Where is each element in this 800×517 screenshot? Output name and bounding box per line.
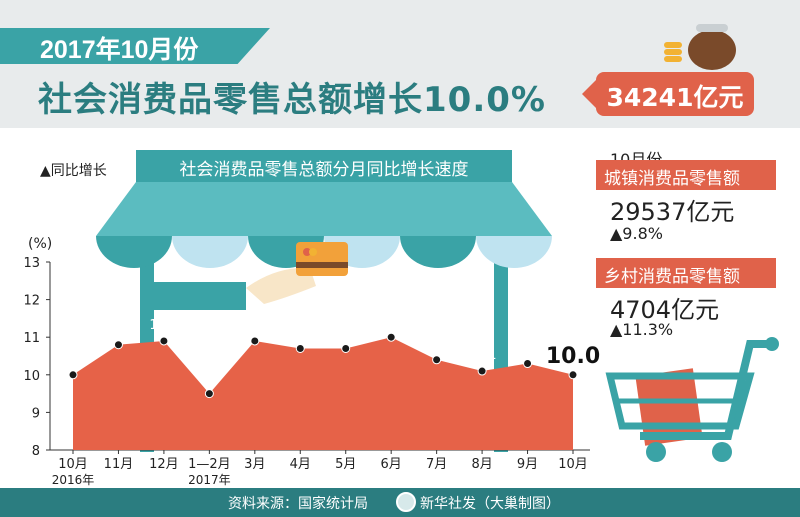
rural-sales-tag: 乡村消费品零售额 <box>596 258 776 288</box>
total-badge: 34241亿元 <box>582 72 754 116</box>
xinhua-logo-icon <box>396 492 416 512</box>
chart-title: 社会消费品零售总额分月同比增长速度 <box>179 160 469 180</box>
x-tick-label: 8月 <box>471 457 492 472</box>
y-tick-label: 8 <box>32 444 40 459</box>
hand-icon <box>246 267 316 304</box>
awning-scallop-2 <box>172 236 248 268</box>
footer: 资料来源：国家统计局 新华社发（大巢制图） <box>0 488 800 517</box>
awning-scallop-5 <box>400 236 476 268</box>
area-series <box>73 337 573 450</box>
data-point <box>523 359 533 369</box>
total-value: 34241亿元 <box>606 83 744 112</box>
x-tick-label: 3月 <box>244 457 265 472</box>
data-point <box>113 340 123 350</box>
data-label: 10.0 <box>59 352 88 367</box>
x-tick-label: 5月 <box>335 457 356 472</box>
x-tick-sublabel: 2016年 <box>52 473 95 487</box>
y-tick-label: 12 <box>23 294 40 309</box>
awning-roof <box>96 182 552 236</box>
data-label: 10.8 <box>104 322 133 337</box>
footer-credit: 新华社发（大巢制图） <box>420 496 560 512</box>
data-point <box>568 370 578 380</box>
data-point <box>68 370 78 380</box>
rural-sales-label: 乡村消费品零售额 <box>604 267 740 287</box>
data-point <box>204 389 214 399</box>
data-label: 10.4 <box>422 337 451 352</box>
shop-counter <box>154 282 246 310</box>
data-label: 9.5 <box>199 371 220 386</box>
chart-title-bar: 社会消费品零售总额分月同比增长速度 <box>136 150 512 182</box>
y-tick-label: 9 <box>32 406 40 421</box>
y-tick-label: 10 <box>23 369 40 384</box>
data-point <box>250 336 260 346</box>
data-label: 10.0 <box>546 344 600 369</box>
data-label: 10.7 <box>286 325 315 340</box>
rural-sales-growth: ▲11.3% <box>610 320 674 339</box>
data-label: 10.1 <box>468 348 497 363</box>
data-label: 10.9 <box>149 318 178 333</box>
data-label: 10.3 <box>513 341 542 356</box>
data-point <box>386 332 396 342</box>
main-title: 社会消费品零售总额增长10.0% <box>38 80 546 120</box>
x-tick-label: 10月 <box>58 457 88 472</box>
data-point <box>432 355 442 365</box>
subtitle-ribbon <box>0 28 270 64</box>
urban-sales-value: 29537亿元 <box>610 198 735 226</box>
y-tick-label: 11 <box>23 331 40 346</box>
growth-legend-label: ▲同比增长 <box>40 163 107 179</box>
data-point <box>159 336 169 346</box>
data-label: 10.7 <box>331 325 360 340</box>
subtitle: 2017年10月份 <box>40 36 199 64</box>
x-tick-label: 7月 <box>426 457 447 472</box>
data-point <box>477 366 487 376</box>
footer-source: 资料来源：国家统计局 <box>228 496 368 512</box>
x-tick-label: 11月 <box>104 457 134 472</box>
data-point <box>341 343 351 353</box>
data-point <box>295 343 305 353</box>
x-tick-label: 10月 <box>558 457 588 472</box>
awning-scallop-1 <box>96 236 172 268</box>
x-tick-label: 6月 <box>381 457 402 472</box>
urban-sales-tag: 城镇消费品零售额 <box>596 160 776 190</box>
x-tick-label: 9月 <box>517 457 538 472</box>
data-label: 11.0 <box>377 314 406 329</box>
x-tick-label: 4月 <box>290 457 311 472</box>
purse-icon <box>664 24 736 70</box>
rural-sales-value: 4704亿元 <box>610 296 720 324</box>
awning-scallop-6 <box>476 236 552 268</box>
urban-sales-growth: ▲9.8% <box>610 224 663 243</box>
x-tick-label: 12月 <box>149 457 179 472</box>
x-tick-sublabel: 2017年 <box>188 473 231 487</box>
y-tick-label: 13 <box>23 256 40 271</box>
urban-sales-label: 城镇消费品零售额 <box>604 169 740 189</box>
x-tick-label: 1—2月 <box>188 457 231 472</box>
shopping-cart-icon <box>605 337 779 462</box>
y-axis-unit: (%) <box>28 236 53 252</box>
data-label: 10.9 <box>240 318 269 333</box>
